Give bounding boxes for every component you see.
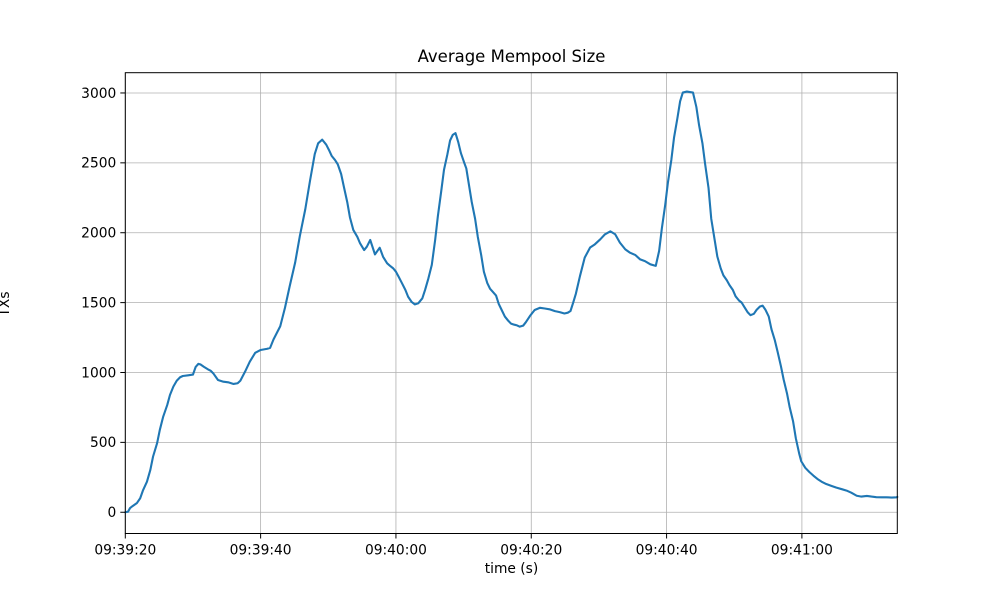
- y-tick-label: 1500: [81, 295, 116, 311]
- x-tick-label: 09:40:00: [365, 543, 427, 559]
- y-tick-label: 500: [90, 435, 116, 451]
- x-tick-label: 09:40:20: [500, 543, 562, 559]
- chart-title: Average Mempool Size: [417, 47, 606, 66]
- y-tick-label: 0: [108, 505, 117, 521]
- x-tick-label: 09:40:40: [636, 543, 698, 559]
- x-tick-label: 09:41:00: [771, 543, 833, 559]
- mempool-size-line: [124, 90, 899, 514]
- axes-spines: [124, 72, 898, 534]
- y-tick-label: 1000: [81, 365, 116, 381]
- x-tick-label: 09:39:20: [94, 543, 156, 559]
- y-tick-label: 3000: [81, 86, 116, 102]
- y-tick-label: 2500: [81, 156, 116, 172]
- x-axis-label: time (s): [484, 561, 539, 577]
- x-tick-label: 09:39:40: [230, 543, 292, 559]
- y-tick-label: 2000: [81, 226, 116, 242]
